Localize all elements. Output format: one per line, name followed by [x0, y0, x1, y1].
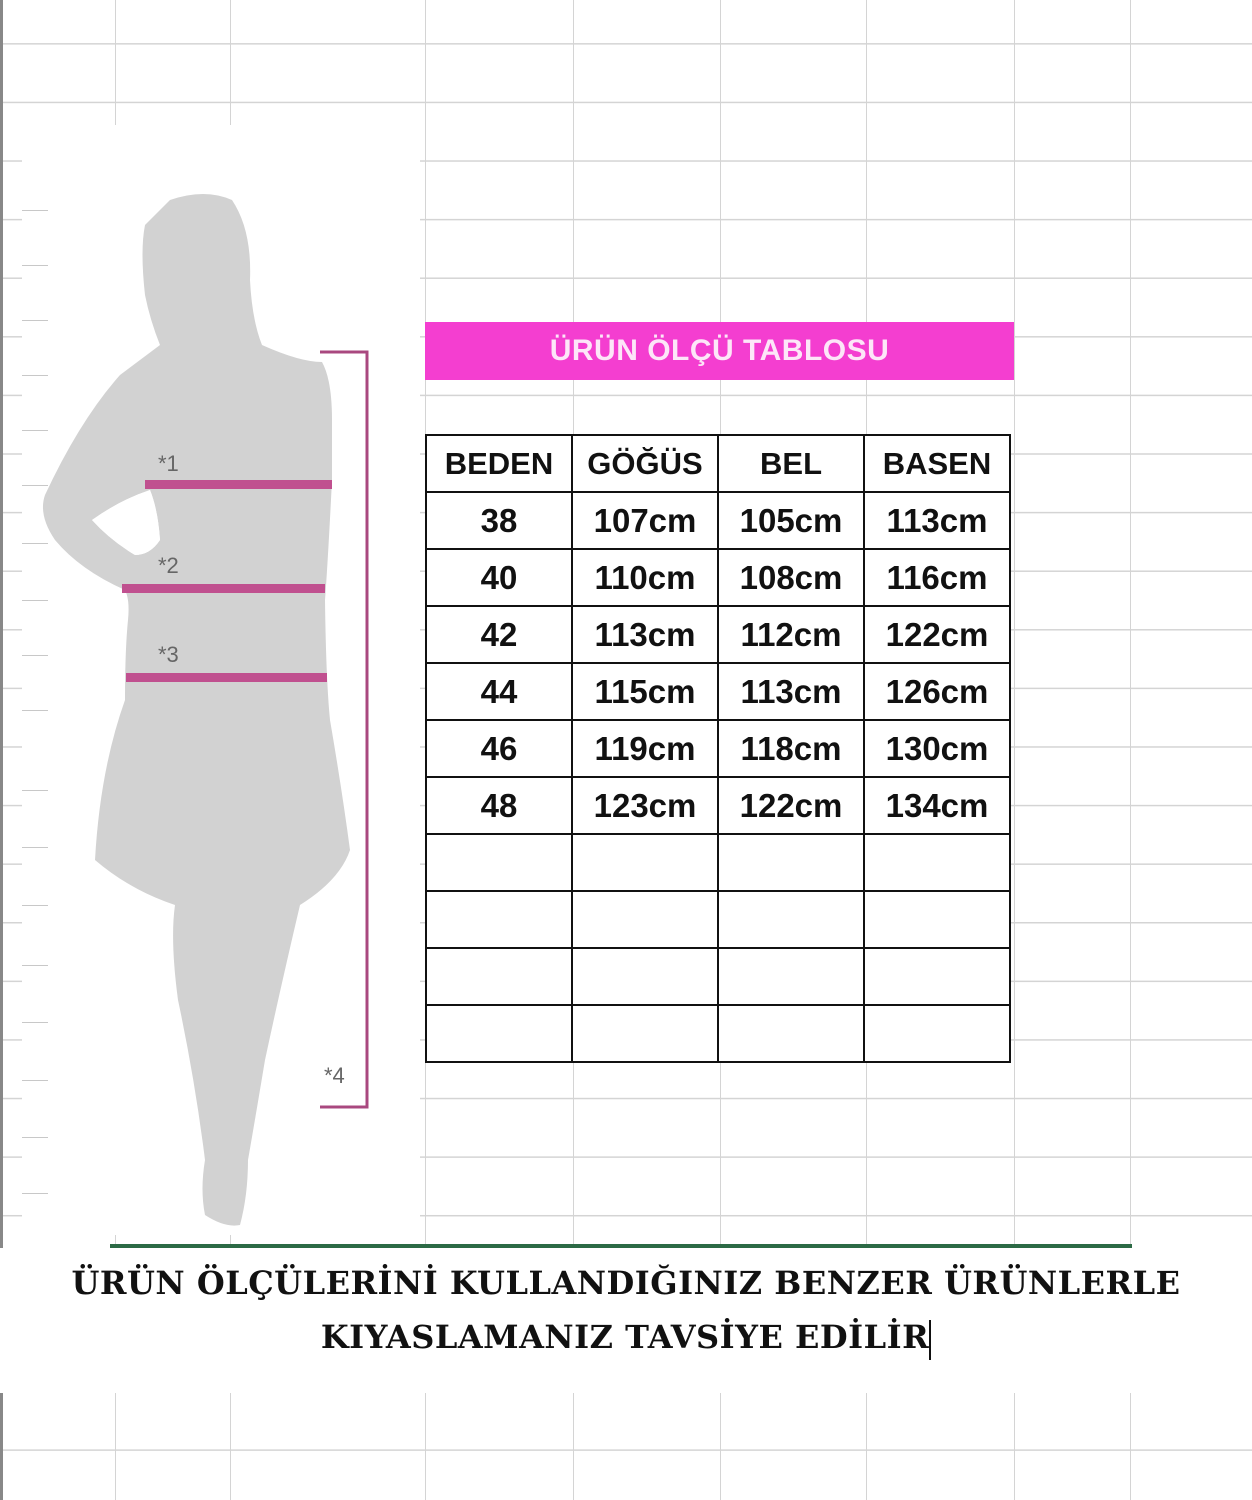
hip-marker	[126, 673, 327, 682]
ruler-tick	[22, 375, 48, 376]
table-cell[interactable]	[717, 947, 865, 1006]
notice-line-1: ÜRÜN ÖLÇÜLERİNİ KULLANDIĞINIZ BENZER ÜRÜ…	[71, 1264, 1181, 1302]
table-cell[interactable]	[425, 833, 573, 892]
table-row: 38 107cm 105cm 113cm	[425, 491, 1011, 550]
chest-marker	[145, 480, 332, 489]
table-cell[interactable]: 116cm	[863, 548, 1011, 607]
table-cell[interactable]	[863, 1004, 1011, 1063]
table-cell[interactable]	[425, 947, 573, 1006]
ruler-tick	[22, 965, 48, 966]
length-bracket	[320, 350, 369, 1109]
notice-cell[interactable]	[0, 1248, 1252, 1393]
size-chart-title[interactable]: ÜRÜN ÖLÇÜ TABLOSU	[425, 322, 1014, 380]
sheet-left-edge	[0, 0, 3, 1500]
waist-marker	[122, 584, 325, 593]
ruler-tick	[22, 1193, 48, 1194]
table-cell[interactable]	[717, 890, 865, 949]
ruler-tick	[22, 210, 48, 211]
ruler-tick	[22, 847, 48, 848]
measure-label-4: *4	[324, 1063, 345, 1088]
table-cell[interactable]	[425, 890, 573, 949]
table-cell[interactable]: 46	[425, 719, 573, 778]
ruler-tick	[22, 710, 48, 711]
notice-text[interactable]: ÜRÜN ÖLÇÜLERİNİ KULLANDIĞINIZ BENZER ÜRÜ…	[0, 1256, 1252, 1364]
table-cell[interactable]: 123cm	[571, 776, 719, 835]
ruler-tick	[22, 1137, 48, 1138]
ruler-tick	[22, 430, 48, 431]
table-cell[interactable]: 126cm	[863, 662, 1011, 721]
ruler-tick	[22, 265, 48, 266]
table-cell[interactable]: 44	[425, 662, 573, 721]
table-cell[interactable]: 38	[425, 491, 573, 550]
table-cell[interactable]: 113cm	[863, 491, 1011, 550]
measure-label-2: *2	[158, 553, 179, 578]
table-cell[interactable]: 42	[425, 605, 573, 664]
column-header[interactable]: BEDEN	[425, 434, 573, 493]
table-row: 44 115cm 113cm 126cm	[425, 662, 1011, 721]
table-cell[interactable]: 105cm	[717, 491, 865, 550]
table-cell[interactable]	[863, 890, 1011, 949]
body-measurement-figure: *1 *2 *3 *4	[22, 125, 420, 1235]
table-cell[interactable]: 134cm	[863, 776, 1011, 835]
ruler-tick	[22, 600, 48, 601]
table-cell[interactable]: 118cm	[717, 719, 865, 778]
ruler-tick	[22, 1080, 48, 1081]
column-header[interactable]: BEL	[717, 434, 865, 493]
size-table: BEDEN GÖĞÜS BEL BASEN 38 107cm 105cm 113cm 40 110…	[425, 434, 1011, 1063]
table-cell[interactable]: 40	[425, 548, 573, 607]
table-cell[interactable]: 119cm	[571, 719, 719, 778]
ruler-tick	[22, 790, 48, 791]
table-row: 48 123cm 122cm 134cm	[425, 776, 1011, 835]
ruler-tick	[22, 485, 48, 486]
table-row: 42 113cm 112cm 122cm	[425, 605, 1011, 664]
table-row	[425, 833, 1011, 892]
ruler-tick	[22, 905, 48, 906]
table-cell[interactable]	[425, 1004, 573, 1063]
table-cell[interactable]	[571, 1004, 719, 1063]
table-cell[interactable]: 113cm	[717, 662, 865, 721]
column-gridline	[1014, 0, 1015, 1500]
table-cell[interactable]	[717, 1004, 865, 1063]
table-cell[interactable]: 122cm	[863, 605, 1011, 664]
table-cell[interactable]: 130cm	[863, 719, 1011, 778]
table-cell[interactable]: 122cm	[717, 776, 865, 835]
table-cell[interactable]: 112cm	[717, 605, 865, 664]
ruler-tick	[22, 655, 48, 656]
measure-label-3: *3	[158, 642, 179, 667]
selected-cell-border	[110, 1244, 1132, 1248]
table-cell[interactable]: 115cm	[571, 662, 719, 721]
notice-line-2: KIYASLAMANIZ TAVSİYE EDİLİR	[320, 1318, 930, 1356]
column-header[interactable]: GÖĞÜS	[571, 434, 719, 493]
table-row: 46 119cm 118cm 130cm	[425, 719, 1011, 778]
table-cell[interactable]: 113cm	[571, 605, 719, 664]
text-cursor	[929, 1319, 932, 1360]
table-cell[interactable]: 110cm	[571, 548, 719, 607]
ruler-tick	[22, 320, 48, 321]
table-header-row: BEDEN GÖĞÜS BEL BASEN	[425, 434, 1011, 493]
table-cell[interactable]	[571, 890, 719, 949]
table-cell[interactable]	[863, 833, 1011, 892]
ruler-tick	[22, 543, 48, 544]
ruler-tick	[22, 1022, 48, 1023]
table-row	[425, 1004, 1011, 1063]
table-cell[interactable]: 107cm	[571, 491, 719, 550]
table-cell[interactable]	[571, 947, 719, 1006]
table-cell[interactable]	[717, 833, 865, 892]
table-cell[interactable]: 48	[425, 776, 573, 835]
table-row	[425, 890, 1011, 949]
table-cell[interactable]	[863, 947, 1011, 1006]
table-cell[interactable]: 108cm	[717, 548, 865, 607]
column-gridline	[1130, 0, 1131, 1500]
column-header[interactable]: BASEN	[863, 434, 1011, 493]
measure-label-1: *1	[158, 451, 179, 476]
woman-silhouette-icon	[42, 194, 369, 1226]
table-row: 40 110cm 108cm 116cm	[425, 548, 1011, 607]
table-cell[interactable]	[571, 833, 719, 892]
table-row	[425, 947, 1011, 1006]
